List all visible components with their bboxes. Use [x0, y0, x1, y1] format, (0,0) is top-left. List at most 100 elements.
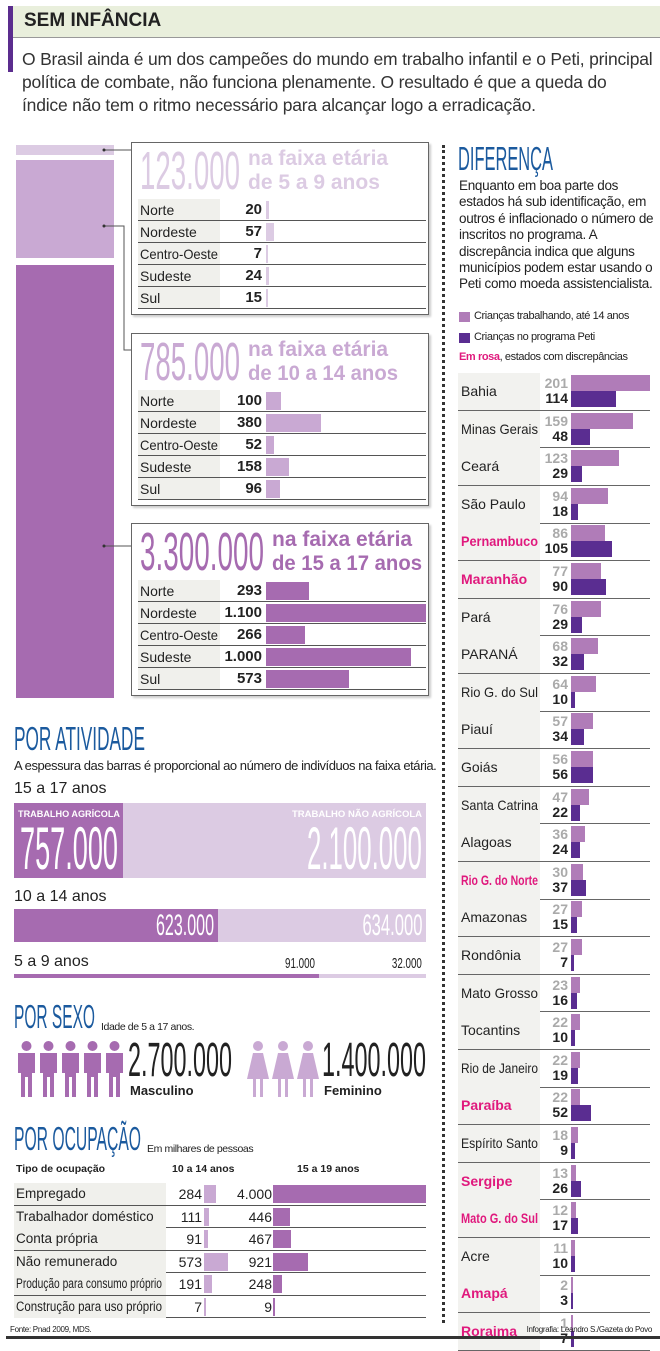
peti-value: 10: [552, 1254, 568, 1271]
working-bar: [571, 1239, 576, 1256]
working-bar: [571, 1315, 573, 1331]
working-value: 94: [552, 487, 568, 504]
value-15-19: 446: [248, 1208, 272, 1225]
working-value: 22: [552, 1051, 568, 1068]
state-row: Paraíba 22 52: [458, 1087, 650, 1126]
bar-15-19: [273, 1297, 275, 1316]
age-row-label: 15 a 17 anos: [14, 780, 107, 797]
legend-working: Crianças trabalhando, até 14 anos: [474, 310, 629, 322]
peti-value: 17: [552, 1217, 568, 1234]
state-row: Goiás 56 56: [458, 749, 650, 787]
working-bar: [571, 638, 598, 655]
peti-value: 24: [552, 841, 568, 858]
note-pink: Em rosa: [459, 351, 500, 363]
state-name: Bahia: [458, 373, 540, 410]
bar-10-14: [204, 1252, 229, 1271]
atividade-title: POR ATIVIDADE: [14, 720, 145, 757]
working-bar: [571, 450, 620, 467]
age-row-label: 5 a 9 anos: [14, 953, 89, 970]
working-value: 27: [552, 901, 568, 918]
group-total: 785.000: [140, 332, 240, 392]
state-name: Maranhão: [458, 561, 540, 598]
peti-bar: [571, 579, 607, 595]
state-row: Acre 11 10: [458, 1237, 650, 1276]
peti-bar: [571, 879, 586, 896]
group-total: 3.300.000: [140, 522, 264, 582]
ocupacao-name: Trabalhador doméstico: [14, 1205, 166, 1228]
working-value: 36: [552, 826, 568, 843]
peti-value: 90: [552, 578, 568, 594]
peti-bar: [571, 1067, 579, 1084]
working-value: 13: [552, 1164, 568, 1181]
ocupacao-name: Conta própria: [14, 1228, 166, 1250]
peti-bar: [571, 992, 578, 1009]
state-name: Rio G. do Sul: [458, 673, 540, 711]
state-name: Tocantins: [458, 1012, 540, 1050]
peti-value: 37: [552, 878, 568, 895]
peti-bar: [571, 767, 593, 783]
region-value: 15: [245, 289, 262, 306]
state-name: São Paulo: [458, 485, 540, 523]
region-value: 24: [245, 267, 262, 284]
ocupacao-subtitle: Em milhares de pessoas: [147, 1143, 254, 1155]
region-name: Sudeste: [138, 646, 220, 667]
peti-value: 26: [552, 1179, 568, 1196]
ocupacao-name: Empregado: [14, 1183, 166, 1205]
header-accent: [8, 6, 13, 72]
state-row: Amazonas 27 15: [458, 899, 650, 938]
region-bar: [266, 458, 289, 476]
peti-bar: [571, 1105, 592, 1122]
state-name: Rio de Janeiro: [458, 1049, 540, 1087]
region-name: Sul: [138, 668, 220, 689]
nao-agricola-value: 2.100.000: [307, 815, 422, 882]
bar-15-19: [273, 1230, 291, 1248]
working-bar: [571, 1202, 576, 1219]
peti-bar: [571, 1255, 575, 1272]
region-row: Norte 293: [138, 580, 426, 602]
peti-value: 56: [552, 766, 568, 782]
peti-bar: [571, 1180, 582, 1197]
state-row: Tocantins 22 10: [458, 1012, 650, 1050]
region-row: Sudeste 24: [138, 265, 426, 287]
region-name: Sudeste: [138, 456, 220, 477]
ocupacao-name: Construção para uso próprio: [14, 1295, 166, 1318]
value-15-19: 467: [248, 1231, 272, 1247]
working-value: 1: [560, 1315, 568, 1331]
state-row: PARANÁ 68 32: [458, 636, 650, 674]
legend-swatch-peti: [459, 333, 470, 343]
region-name: Norte: [138, 199, 220, 220]
male-icons: [16, 1041, 126, 1102]
working-bar: [571, 1051, 580, 1068]
value-10-14: 7: [194, 1298, 202, 1315]
state-name: Sergipe: [458, 1162, 540, 1200]
ocupacao-row: Não remunerado 573 921: [14, 1250, 426, 1273]
state-name: Paraíba: [458, 1087, 540, 1125]
working-value: 159: [544, 412, 568, 429]
state-row: Minas Gerais 159 48: [458, 410, 650, 449]
ocupacao-row: Conta própria 91 467: [14, 1228, 426, 1251]
working-bar: [571, 1277, 573, 1294]
value-10-14: 573: [178, 1253, 202, 1270]
agricola-bar: [14, 803, 124, 878]
region-bar: [266, 582, 309, 600]
region-value: 158: [236, 458, 262, 475]
age-group-box: 3.300.000 na faixa etária de 15 a 17 anos…: [131, 523, 429, 696]
region-value: 1.100: [224, 604, 262, 621]
group-total: 123.000: [140, 141, 240, 201]
male-person-icon: [106, 1041, 123, 1097]
working-value: 22: [552, 1089, 568, 1106]
peti-value: 19: [552, 1066, 568, 1083]
agricola-value: 623.000: [156, 909, 215, 942]
working-value: 2: [560, 1277, 568, 1294]
value-15-19: 248: [248, 1276, 272, 1292]
age-group-box: 123.000 na faixa etária de 5 a 9 anos Nor…: [131, 142, 429, 315]
working-bar: [571, 525, 605, 542]
peti-bar: [571, 917, 577, 934]
working-bar: [571, 826, 586, 843]
agricola-bar: [14, 974, 319, 978]
peti-bar: [571, 466, 583, 483]
value-10-14: 111: [180, 1208, 202, 1225]
peti-bar: [571, 1218, 578, 1235]
state-name: Alagoas: [458, 824, 540, 862]
female-person-icon: [272, 1041, 294, 1097]
